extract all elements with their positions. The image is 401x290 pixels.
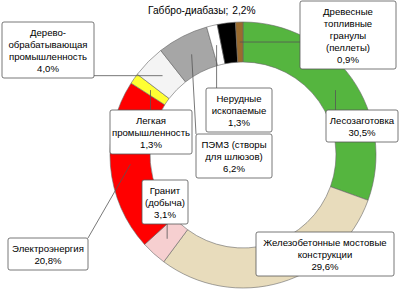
category-label: (добыча): [145, 197, 185, 208]
value-label: 1,3%: [140, 139, 162, 150]
category-label: ископаемые: [212, 105, 267, 116]
value-label: 4,0%: [37, 63, 59, 74]
slice: [217, 22, 238, 64]
data-label: Габбро-диабазы; 2,2%: [148, 5, 256, 16]
leader-line: [335, 90, 336, 110]
value-label: 20,8%: [34, 255, 62, 266]
category-label: Дерево-: [30, 27, 66, 38]
chart: Лесозаготовка30,5% Железобетонные мостовы…: [0, 0, 401, 290]
category-label: Легкая: [136, 115, 166, 126]
value-label: 30,5%: [348, 127, 376, 138]
label-box: [110, 110, 192, 154]
label-box: [196, 134, 272, 178]
category-label: Железобетонные мостовые: [263, 237, 386, 248]
leader-line: [94, 75, 163, 76]
category-label: Лесозаготовка: [330, 115, 395, 126]
category-label: Электроэнергия: [12, 243, 84, 254]
leader-line: [88, 164, 130, 238]
category-label: промышленность: [112, 127, 190, 138]
label-box: [142, 180, 188, 224]
leader-line: [150, 90, 151, 110]
category-label: гранулы: [330, 30, 367, 41]
category-label: ПЭМЗ (створы: [201, 139, 266, 150]
category-label: Древесные: [323, 6, 373, 17]
category-label: Гранит: [150, 185, 181, 196]
category-label: топливные: [324, 18, 372, 29]
labels: Лесозаготовка30,5% Железобетонные мостовы…: [2, 1, 398, 276]
label-box: [2, 22, 94, 78]
value-label: 1,3%: [228, 117, 250, 128]
category-label: для шлюзов): [205, 151, 262, 162]
category-label: обрабатывающая: [8, 39, 87, 50]
leader-line: [240, 42, 300, 43]
leaders: [88, 42, 336, 239]
value-label: 6,2%: [223, 163, 245, 174]
slices: [110, 22, 376, 288]
value-label: 3,1%: [154, 209, 176, 220]
category-label: (пеллеты): [326, 42, 370, 53]
category-label: конструкции: [298, 249, 353, 260]
label-box: [326, 110, 398, 142]
leader-line: [167, 224, 168, 239]
label-box: [8, 238, 88, 270]
value-label: 0,9%: [337, 54, 359, 65]
label-box: [300, 1, 396, 69]
leader-line: [216, 45, 217, 88]
category-label: промышленность: [9, 51, 87, 62]
category-label: Нерудные: [216, 93, 261, 104]
value-label: 2,2%: [232, 5, 255, 16]
label-box: [206, 88, 272, 132]
label-box: [256, 232, 394, 276]
category-label: Габбро-диабазы;: [148, 5, 228, 16]
value-label: 29,6%: [311, 261, 339, 272]
